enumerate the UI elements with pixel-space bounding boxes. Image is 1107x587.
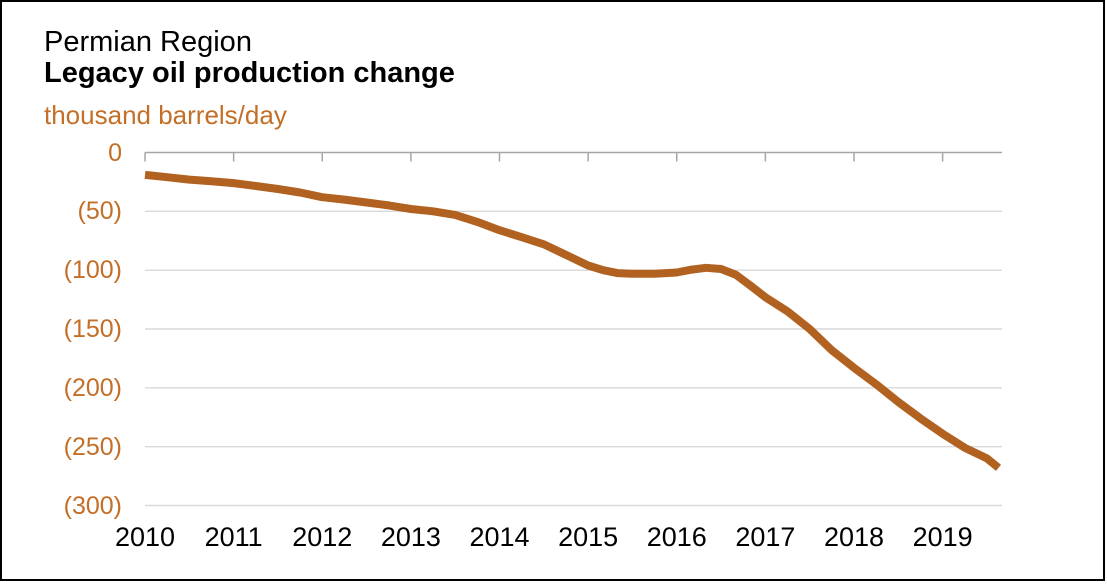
x-axis-tick-label: 2019 [912,522,973,552]
x-axis-tick-label: 2014 [469,522,530,552]
y-axis-tick-label: (150) [63,315,122,343]
x-axis-tick-label: 2016 [646,522,707,552]
x-axis-tick-label: 2010 [114,522,176,552]
x-axis-tick-label: 2015 [558,522,619,552]
y-axis-tick-label: 0 [108,138,122,167]
y-axis-tick-label: (100) [63,256,122,285]
y-axis-tick-label: (200) [63,373,122,402]
chart-title-block: Permian Region Legacy oil production cha… [44,27,455,89]
y-axis-tick-label: (250) [63,432,122,461]
y-axis-tick-label: (300) [63,491,122,520]
x-axis-tick-label: 2013 [380,522,441,552]
x-axis-tick-label: 2012 [292,522,353,552]
chart-subtitle: Legacy oil production change [44,57,455,89]
legacy-production-line [144,170,1002,471]
y-axis-units-label: thousand barrels/day [44,100,287,130]
x-axis-tick-label: 2011 [204,522,263,552]
x-axis-tick-label: 2018 [823,522,885,552]
chart-title: Permian Region [44,26,252,58]
y-axis-tick-label: (50) [77,197,122,226]
x-axis-tick-label: 2017 [735,522,796,552]
